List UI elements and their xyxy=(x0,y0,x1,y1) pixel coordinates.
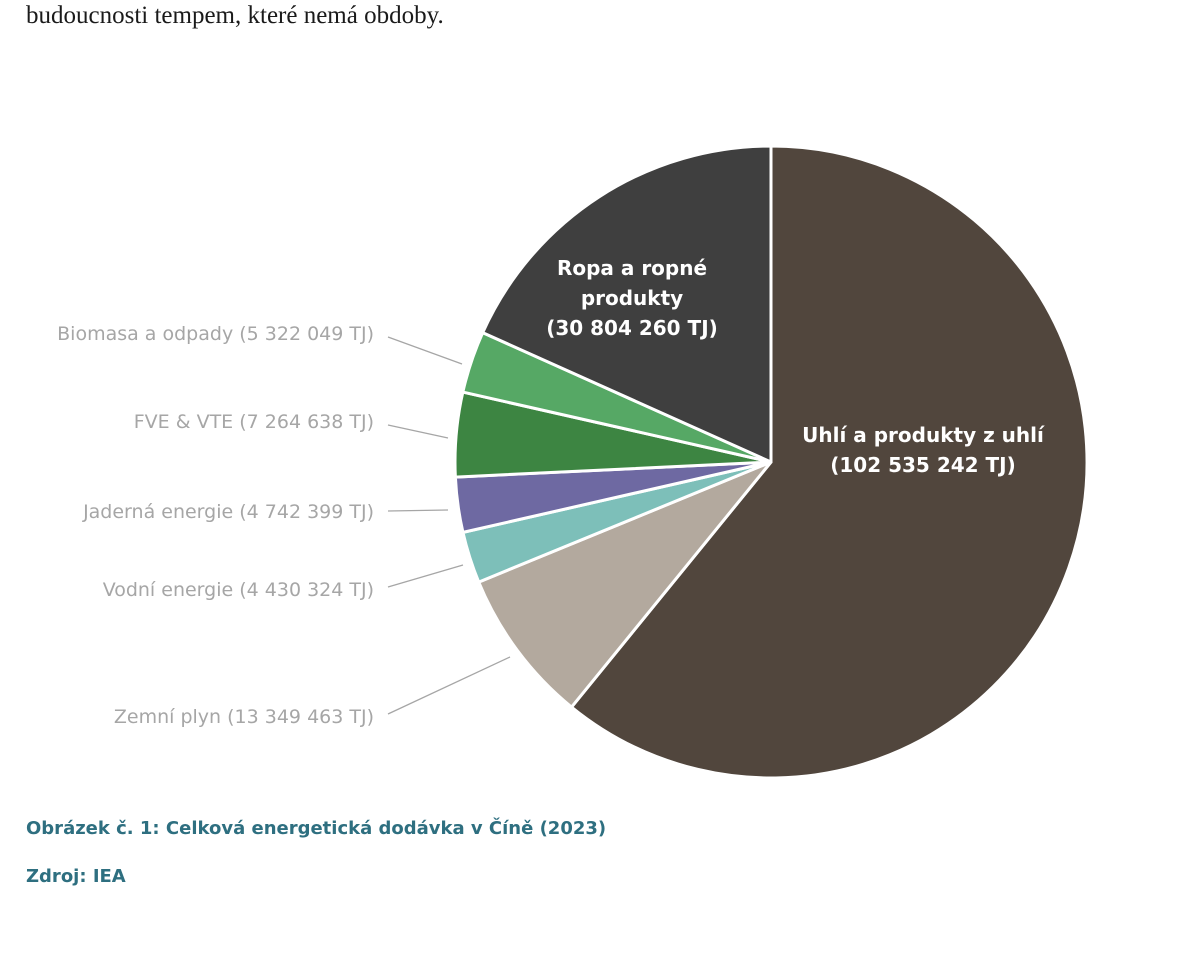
pie-slice-ropa-a-ropne-produkty xyxy=(481,144,773,464)
slice-label-biomasa-a-odpady: Biomasa a odpady (5 322 049 TJ) xyxy=(57,323,374,345)
intro-text: budoucnosti tempem, které nemá obdoby. xyxy=(26,2,444,29)
leader-line-fve-vte xyxy=(387,424,449,439)
slice-label-uhli-a-produkty-z-uhli: Uhlí a produkty z uhlí (102 535 242 TJ) xyxy=(802,423,1045,477)
slice-label-jaderna-energie: Jaderná energie (4 742 399 TJ) xyxy=(82,501,374,523)
slice-label-fve-vte: FVE & VTE (7 264 638 TJ) xyxy=(134,411,374,433)
pie-slice-uhli-a-produkty-z-uhli xyxy=(570,144,1089,780)
leader-line-zemni-plyn xyxy=(387,656,511,715)
leader-line-jaderna-energie xyxy=(387,509,449,512)
pie-chart: Uhlí a produkty z uhlí (102 535 242 TJ) Ze… xyxy=(57,144,1089,780)
slice-label-vodni-energie: Vodní energie (4 430 324 TJ) xyxy=(103,579,374,601)
pie-slice-zemni-plyn xyxy=(477,460,773,709)
leader-line-vodni-energie xyxy=(387,564,464,588)
figure-source: Zdroj: IEA xyxy=(26,866,126,887)
leader-line-biomasa-a-odpady xyxy=(387,336,463,365)
slice-label-ropa-a-ropne-produkty: Ropa a ropné produkty (30 804 260 TJ) xyxy=(546,256,718,340)
figure-caption: Obrázek č. 1: Celková energetická dodávk… xyxy=(26,818,607,839)
slice-label-zemni-plyn: Zemní plyn (13 349 463 TJ) xyxy=(114,706,374,728)
